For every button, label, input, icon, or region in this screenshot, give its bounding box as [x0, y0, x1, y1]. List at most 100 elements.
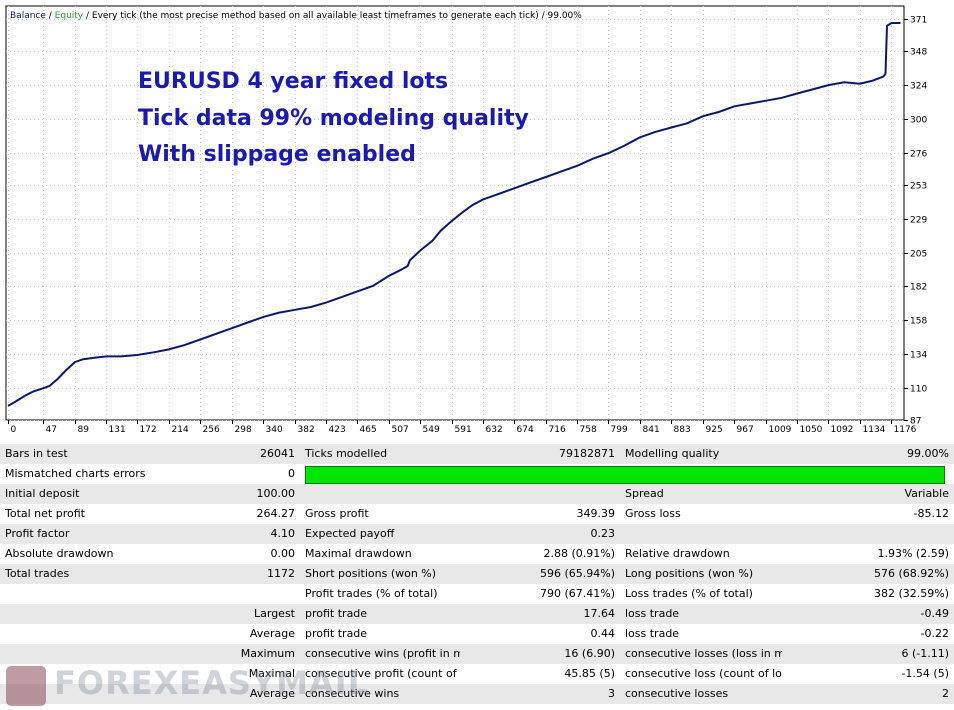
x-tick-label: 632 [486, 425, 503, 435]
report-label: consecutive losses [620, 684, 782, 704]
report-value: -0.49 [782, 604, 954, 624]
report-row: Average consecutive wins 3 consecutive loss… [0, 684, 954, 704]
report-label [620, 524, 782, 544]
report-label: profit trade [300, 604, 460, 624]
report-row: Total trades 1172 Short positions (won %) 5… [0, 564, 954, 584]
x-tick-label: 465 [360, 425, 377, 435]
x-tick-label: 131 [109, 425, 126, 435]
report-label: consecutive loss (count of losses) [620, 664, 782, 684]
modelling-quality-bar [305, 465, 945, 484]
report-row: Absolute drawdown 0.00 Maximal drawdown 2.8… [0, 544, 954, 564]
x-tick-label: 47 [46, 425, 57, 435]
y-tick-label: 134 [910, 351, 927, 361]
x-tick-label: 925 [706, 425, 723, 435]
report-row: Profit trades (% of total) 790 (67.41%) Lo… [0, 584, 954, 604]
report-label: Profit factor [0, 524, 160, 544]
y-tick-label: 348 [910, 48, 927, 58]
report-label: Long positions (won %) [620, 564, 782, 584]
report-row: Bars in test 26041 Ticks modelled 79182871 M… [0, 444, 954, 464]
report-label [0, 604, 160, 624]
x-tick-label: 423 [329, 425, 346, 435]
report-value: 0.23 [460, 524, 620, 544]
report-row: Average profit trade 0.44 loss trade -0.22 [0, 624, 954, 644]
x-tick-label: 0 [11, 425, 17, 435]
y-tick-label: 229 [910, 216, 927, 226]
report-label: Mismatched charts errors [0, 464, 160, 484]
report-value: Largest [160, 604, 300, 624]
balance-label: Balance [10, 11, 46, 21]
svg-text:Balance / Equity / Every tick: Balance / Equity / Every tick (the most … [10, 11, 582, 21]
report-value: 0.00 [160, 544, 300, 564]
balance-chart: Balance / Equity / Every tick (the most … [5, 5, 928, 435]
report-label: Bars in test [0, 444, 160, 464]
x-tick-label: 1134 [863, 425, 886, 435]
x-tick-label: 382 [298, 425, 315, 435]
report-value: 0.44 [460, 624, 620, 644]
report-label: Absolute drawdown [0, 544, 160, 564]
report-value: 100.00 [160, 484, 300, 504]
y-tick-label: 87 [910, 417, 921, 427]
x-tick-label: 967 [737, 425, 754, 435]
equity-label: Equity [55, 11, 84, 21]
report-label: Maximal drawdown [300, 544, 460, 564]
report-value: 790 (67.41%) [460, 584, 620, 604]
x-tick-label: 799 [611, 425, 628, 435]
y-tick-label: 253 [910, 182, 927, 192]
x-tick-label: 549 [423, 425, 440, 435]
grid-lines [6, 6, 904, 421]
x-tick-label: 716 [549, 425, 566, 435]
y-tick-label: 276 [910, 150, 927, 160]
report-value: Average [160, 624, 300, 644]
y-tick-label: 371 [910, 16, 927, 26]
report-label: Total net profit [0, 504, 160, 524]
report-value [782, 524, 954, 544]
report-value: 264.27 [160, 504, 300, 524]
report-value: 16 (6.90) [460, 644, 620, 664]
modeling-description: / Every tick (the most precise method ba… [83, 11, 539, 21]
x-tick-label: 1009 [769, 425, 792, 435]
modelling-quality-bar-cell [300, 464, 954, 484]
report-label: consecutive wins [300, 684, 460, 704]
x-tick-label: 841 [643, 425, 660, 435]
report-value [160, 584, 300, 604]
report-row: Largest profit trade 17.64 loss trade -0.49 [0, 604, 954, 624]
report-value: 0 [160, 464, 300, 484]
y-tick-label: 324 [910, 82, 927, 92]
report-value: 26041 [160, 444, 300, 464]
report-value: 3 [460, 684, 620, 704]
report-value: 349.39 [460, 504, 620, 524]
report-label: Initial deposit [0, 484, 160, 504]
report-label: Expected payoff [300, 524, 460, 544]
y-tick-label: 158 [910, 317, 927, 327]
x-tick-label: 591 [455, 425, 472, 435]
x-tick-label: 214 [172, 425, 189, 435]
report-row: Mismatched charts errors 0 [0, 464, 954, 484]
report-row: Initial deposit 100.00 Spread Variable [0, 484, 954, 504]
report-label: loss trade [620, 624, 782, 644]
report-value: 4.10 [160, 524, 300, 544]
x-tick-label: 507 [392, 425, 409, 435]
report-value: Average [160, 684, 300, 704]
report-row: Total net profit 264.27 Gross profit 349.39… [0, 504, 954, 524]
report-value: 1172 [160, 564, 300, 584]
report-value: -1.54 (5) [782, 664, 954, 684]
report-value: 382 (32.59%) [782, 584, 954, 604]
x-tick-label: 883 [674, 425, 691, 435]
report-label: Total trades [0, 564, 160, 584]
y-tick-label: 110 [910, 385, 927, 395]
report-value: 79182871 [460, 444, 620, 464]
header-separator: / [46, 11, 55, 21]
report-label: consecutive wins (profit in mon... [300, 644, 460, 664]
report-label: profit trade [300, 624, 460, 644]
watermark-text: FOREXEASYMAIL [54, 664, 369, 702]
report-label: Spread [620, 484, 782, 504]
report-label [0, 644, 160, 664]
backtest-report-table: Bars in test 26041 Ticks modelled 79182871 M… [0, 444, 954, 704]
x-tick-label: 1092 [831, 425, 854, 435]
x-tick-label: 340 [266, 425, 283, 435]
report-label: Loss trades (% of total) [620, 584, 782, 604]
report-value: 6 (-1.11) [782, 644, 954, 664]
x-tick-label: 298 [235, 425, 252, 435]
